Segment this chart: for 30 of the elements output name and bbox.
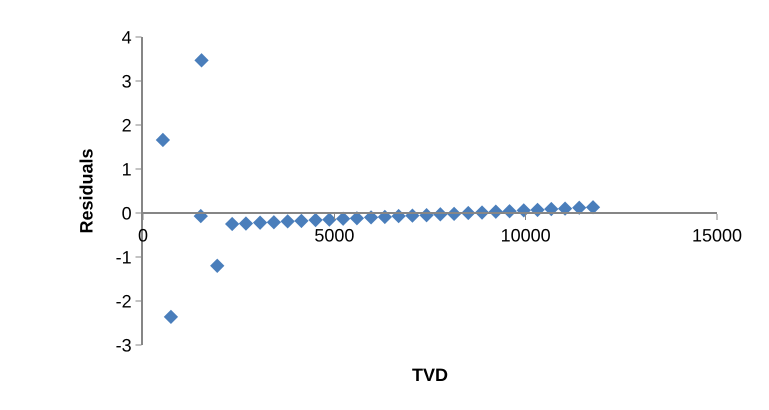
point xyxy=(225,216,240,232)
y-tick-label: -2 xyxy=(116,291,132,312)
point xyxy=(336,212,350,226)
point xyxy=(266,215,282,230)
point xyxy=(350,211,364,226)
y-tick-label: 3 xyxy=(122,71,132,92)
point xyxy=(194,53,209,68)
y-tick-label: 0 xyxy=(122,203,132,224)
point xyxy=(294,214,309,228)
point xyxy=(252,216,268,230)
y-tick-label: -3 xyxy=(116,335,132,356)
y-axis-title: Residuals xyxy=(76,148,96,234)
point xyxy=(308,212,323,228)
x-tick-label: 5000 xyxy=(314,225,354,246)
point xyxy=(280,214,295,229)
point xyxy=(586,200,600,214)
x-tick-label: 10000 xyxy=(500,225,551,246)
point xyxy=(238,216,254,231)
y-tick-label: 4 xyxy=(122,27,132,48)
x-axis-title: TVD xyxy=(412,365,448,385)
point xyxy=(164,310,178,324)
y-tick-label: 1 xyxy=(122,159,132,180)
y-tick-label: 2 xyxy=(122,115,132,136)
point xyxy=(156,132,170,148)
y-tick-label: -1 xyxy=(116,247,132,268)
point xyxy=(210,258,224,273)
x-tick-label: 15000 xyxy=(692,225,742,246)
x-tick-label: 0 xyxy=(138,225,148,246)
point xyxy=(322,212,337,227)
point xyxy=(572,200,586,215)
